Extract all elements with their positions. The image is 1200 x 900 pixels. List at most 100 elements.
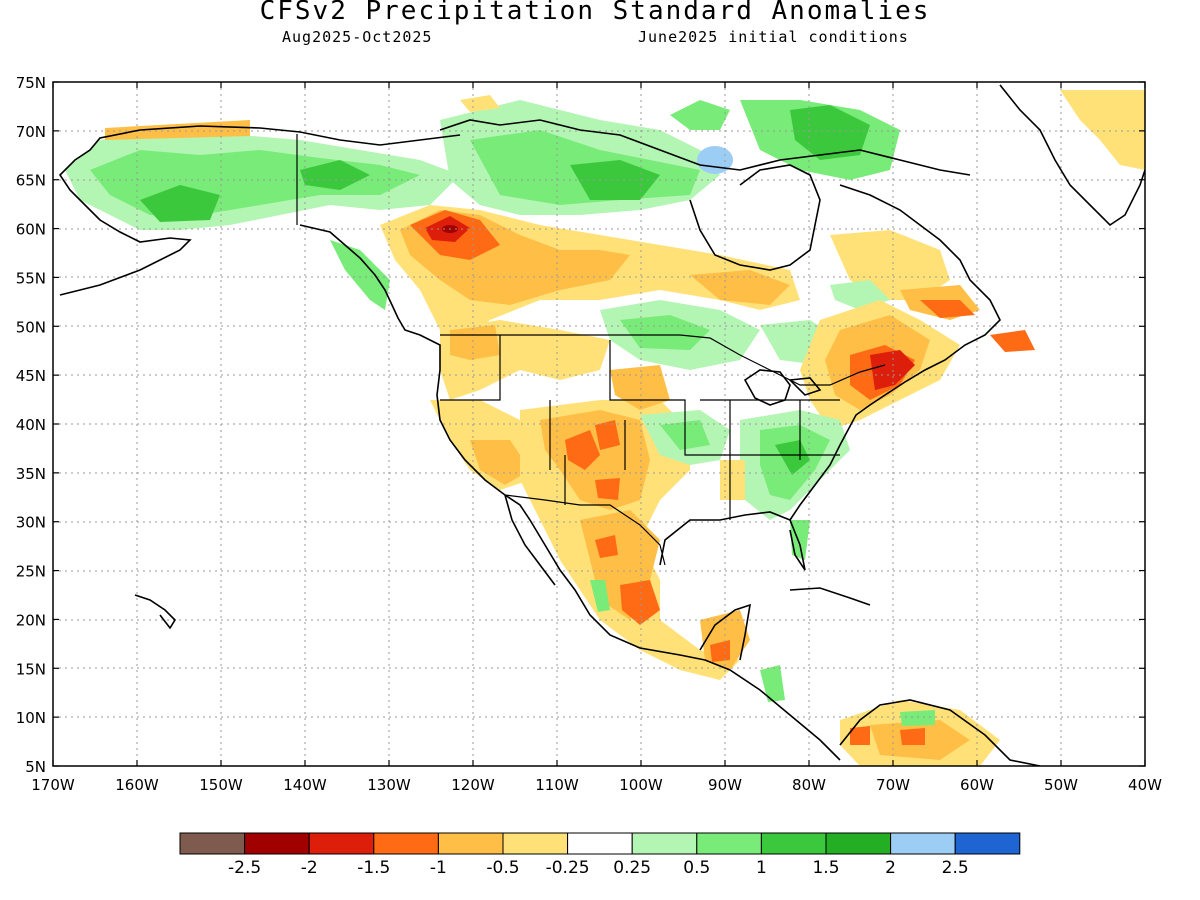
legend-label: -1.5 xyxy=(357,858,390,878)
lon-label: 70W xyxy=(876,776,910,794)
coastline-gulf xyxy=(659,511,806,571)
coastline-yucatan xyxy=(699,603,752,661)
coastline-southamerica xyxy=(839,699,1041,766)
anomaly-region xyxy=(790,520,810,560)
lat-label: 40N xyxy=(16,416,46,434)
lon-label: 90W xyxy=(708,776,742,794)
lon-label: 110W xyxy=(535,776,579,794)
anomaly-region xyxy=(900,728,925,745)
legend-swatch xyxy=(631,832,698,855)
lat-label: 25N xyxy=(16,563,46,581)
lat-label: 75N xyxy=(16,74,46,92)
coastline-arctic xyxy=(439,119,971,176)
coastline-baja xyxy=(504,494,556,586)
legend-label: -2 xyxy=(301,858,318,878)
anomaly-region xyxy=(775,440,810,475)
axis-ticks xyxy=(52,81,1146,767)
legend-label: -1 xyxy=(430,858,447,878)
anomaly-region xyxy=(140,185,220,222)
anomaly-region xyxy=(300,160,370,190)
anomaly-region xyxy=(610,365,670,410)
lat-label: 30N xyxy=(16,514,46,532)
legend-label: -2.5 xyxy=(228,858,261,878)
lat-label: 5N xyxy=(25,758,46,776)
anomaly-region xyxy=(990,330,1035,352)
lat-label: 35N xyxy=(16,465,46,483)
lon-label: 160W xyxy=(115,776,159,794)
lat-label: 45N xyxy=(16,367,46,385)
lon-label: 170W xyxy=(31,776,75,794)
legend-swatch xyxy=(696,832,762,855)
lat-label: 20N xyxy=(16,611,46,629)
anomaly-region xyxy=(470,440,530,485)
legend-swatch xyxy=(890,832,956,855)
anomaly-region xyxy=(900,710,935,726)
lon-label: 100W xyxy=(619,776,663,794)
lat-label: 10N xyxy=(16,709,46,727)
legend-swatch xyxy=(179,832,246,855)
legend-swatch xyxy=(954,832,1021,855)
anomaly-shading xyxy=(65,90,1145,766)
legend-swatch xyxy=(308,832,375,855)
anomaly-region xyxy=(105,120,250,140)
coastlines xyxy=(58,84,1145,766)
lat-label: 15N xyxy=(16,660,46,678)
anomaly-region xyxy=(670,100,730,130)
anomaly-region xyxy=(720,460,745,500)
anomaly-region xyxy=(850,726,870,745)
coastline-greatlakes xyxy=(743,369,822,406)
map-title: CFSv2 Precipitation Standard Anomalies xyxy=(259,0,931,26)
lon-label: 140W xyxy=(283,776,327,794)
lon-axis-labels: 170W 160W 150W 140W 130W 120W 110W 100W 90W 80W 70… xyxy=(31,776,1162,794)
lon-label: 40W xyxy=(1128,776,1162,794)
lat-label: 55N xyxy=(16,269,46,287)
coastline-westcoast xyxy=(299,224,841,761)
color-legend: -2.5 -2 -1.5 -1 -0.5 -0.25 0.25 0.5 1 1.5 2 2.5 xyxy=(179,832,1021,878)
anomaly-region xyxy=(460,95,500,112)
graticule xyxy=(53,82,1145,766)
anomaly-region xyxy=(330,240,390,310)
anomaly-region xyxy=(1060,90,1145,170)
anomaly-region xyxy=(920,300,975,318)
legend-swatch xyxy=(502,832,569,855)
forecast-period: Aug2025-Oct2025 xyxy=(282,28,433,46)
border-us-canada xyxy=(440,334,886,386)
lon-label: 120W xyxy=(451,776,495,794)
legend-label: -0.5 xyxy=(486,858,519,878)
anomaly-region xyxy=(690,270,790,305)
political-borders xyxy=(296,134,886,566)
anomaly-region xyxy=(595,535,618,558)
legend-swatch xyxy=(825,832,892,855)
anomaly-region xyxy=(565,430,600,470)
anomaly-region xyxy=(595,420,620,450)
coastline-hudsonbay xyxy=(689,164,821,271)
anomaly-region xyxy=(620,580,660,625)
coastline-cuba xyxy=(789,587,871,606)
anomaly-region xyxy=(570,160,660,200)
coastline-alaska xyxy=(58,125,461,296)
coastline-eastcoast xyxy=(789,184,1001,521)
legend-label: 1 xyxy=(756,858,767,878)
legend-label: -0.25 xyxy=(546,858,590,878)
anomaly-region xyxy=(450,325,500,360)
anomaly-region xyxy=(760,665,785,702)
lon-label: 130W xyxy=(367,776,411,794)
lat-axis-labels: 75N 70N 65N 60N 55N 50N 45N 40N 35N 30N 25N 20N 15N 1… xyxy=(16,74,46,776)
anomaly-region xyxy=(790,105,870,160)
anomaly-region xyxy=(697,146,733,174)
border-us-mexico xyxy=(504,494,666,566)
coastline-hawaii xyxy=(134,594,177,630)
legend-label: 0.25 xyxy=(613,858,651,878)
lat-label: 50N xyxy=(16,318,46,336)
legend-label: 2 xyxy=(885,858,896,878)
lat-label: 70N xyxy=(16,123,46,141)
legend-swatch xyxy=(437,832,504,855)
anomaly-region xyxy=(590,580,610,612)
coastline-greenland xyxy=(999,84,1145,227)
lon-label: 50W xyxy=(1044,776,1078,794)
legend-label: 0.5 xyxy=(683,858,710,878)
anomaly-region xyxy=(620,315,710,350)
legend-swatch xyxy=(373,832,439,855)
lon-label: 80W xyxy=(792,776,826,794)
